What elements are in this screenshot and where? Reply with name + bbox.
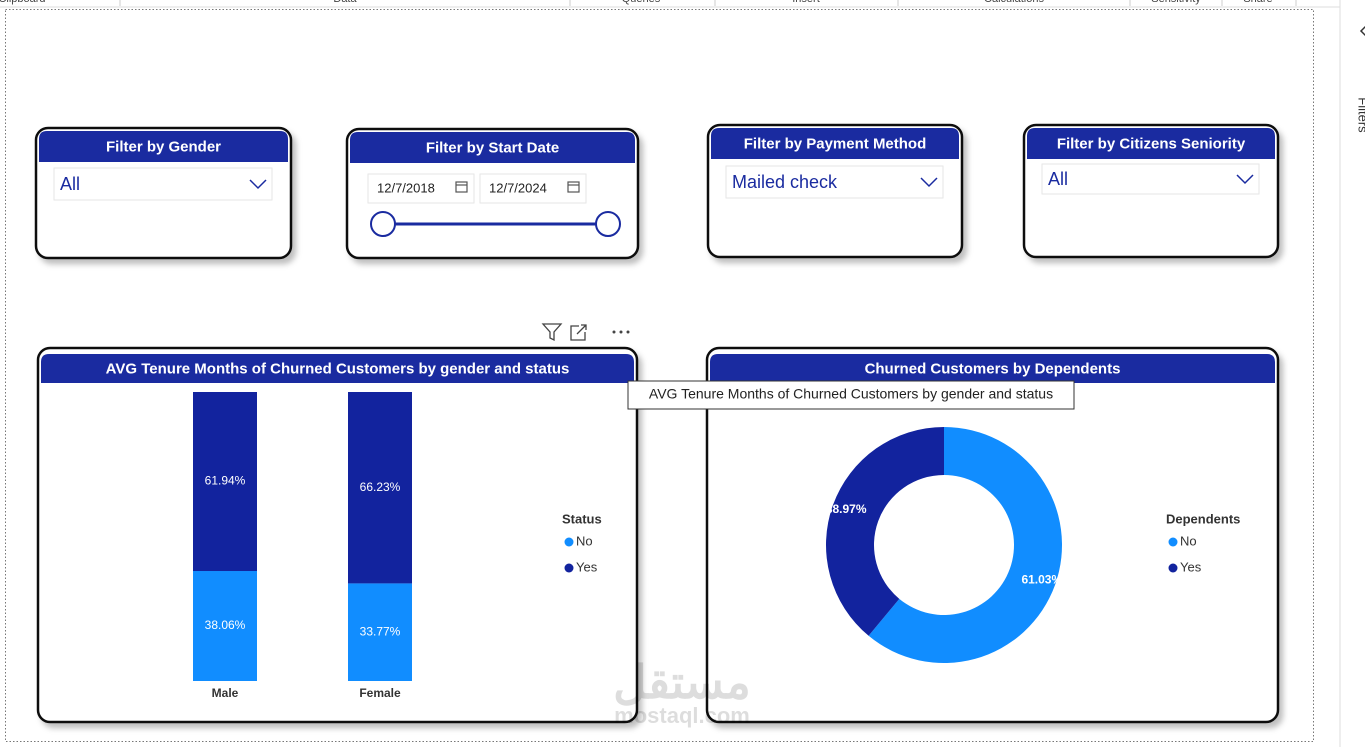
calendar-icon bbox=[455, 181, 468, 193]
x-tick-label: Male bbox=[212, 686, 239, 700]
data-label: 33.77% bbox=[360, 624, 401, 638]
canvas-border bbox=[5, 9, 1314, 742]
card-header bbox=[710, 354, 1275, 383]
focus-icon[interactable] bbox=[570, 324, 587, 341]
pane-label[interactable]: Filters bbox=[1356, 97, 1365, 133]
dropdown-chevron bbox=[249, 179, 267, 190]
ribbon-group-label: Insert bbox=[792, 0, 820, 5]
legend-swatch bbox=[564, 537, 574, 547]
bar-segment[interactable] bbox=[348, 583, 412, 681]
watermark: مستقل mostaql.com bbox=[613, 656, 751, 728]
data-label: 66.23% bbox=[360, 480, 401, 494]
card-title: Filter by Payment Method bbox=[744, 135, 927, 152]
dropdown-value: Mailed check bbox=[732, 172, 838, 192]
tooltip-text: AVG Tenure Months of Churned Customers b… bbox=[649, 386, 1053, 402]
card-title: AVG Tenure Months of Churned Customers b… bbox=[106, 360, 570, 377]
dropdown-chevron bbox=[920, 177, 938, 188]
ribbon-group-label: Calculations bbox=[984, 0, 1044, 5]
more-icon[interactable] bbox=[626, 330, 630, 334]
filter-icon[interactable] bbox=[541, 323, 563, 342]
legend-label[interactable]: No bbox=[576, 533, 593, 548]
data-label: 38.97% bbox=[826, 502, 867, 516]
card-title: Filter by Gender bbox=[106, 138, 221, 155]
pane-collapse[interactable] bbox=[1359, 25, 1365, 37]
legend-swatch bbox=[564, 563, 574, 573]
watermark-latin: mostaql.com bbox=[614, 703, 750, 728]
visual-header-icons bbox=[541, 323, 630, 342]
card bbox=[36, 346, 639, 724]
card-header bbox=[39, 131, 288, 162]
tooltip-layer: AVG Tenure Months of Churned Customers b… bbox=[627, 380, 1075, 410]
card-title: Churned Customers by Dependents bbox=[865, 360, 1121, 377]
calendar-icon bbox=[567, 181, 580, 193]
card bbox=[705, 346, 1280, 724]
dropdown-value: All bbox=[1048, 169, 1068, 189]
ribbon-group-label: Sensitivity bbox=[1151, 0, 1201, 5]
data-label: 61.03% bbox=[1021, 572, 1062, 586]
date-value: 12/7/2024 bbox=[489, 180, 547, 195]
legend-label[interactable]: No bbox=[1180, 533, 1197, 548]
card-header bbox=[711, 128, 959, 159]
legend-label[interactable]: Yes bbox=[1180, 559, 1202, 574]
slider-handle[interactable] bbox=[370, 211, 396, 237]
x-tick-label: Female bbox=[359, 686, 401, 700]
legend-title: Status bbox=[562, 511, 602, 526]
card-header bbox=[41, 354, 634, 383]
dropdown[interactable] bbox=[53, 167, 273, 201]
legend-swatch bbox=[1168, 563, 1178, 573]
date-value: 12/7/2018 bbox=[377, 180, 435, 195]
bar-segment[interactable] bbox=[348, 392, 412, 584]
more-icon[interactable] bbox=[612, 330, 616, 334]
dropdown[interactable] bbox=[725, 165, 944, 199]
dropdown[interactable] bbox=[1041, 163, 1260, 195]
more-icon[interactable] bbox=[619, 330, 623, 334]
card-header bbox=[1027, 128, 1275, 159]
data-label: 61.94% bbox=[205, 474, 246, 488]
dropdown-value: All bbox=[60, 174, 80, 194]
legend-title: Dependents bbox=[1166, 511, 1240, 526]
donut-slice[interactable] bbox=[868, 427, 1062, 663]
legend-swatch bbox=[1168, 537, 1178, 547]
bar-segment[interactable] bbox=[193, 571, 257, 681]
donut-slice[interactable] bbox=[826, 427, 944, 636]
legend-label[interactable]: Yes bbox=[576, 559, 598, 574]
ribbon-group-label: Queries bbox=[622, 0, 661, 5]
card-title: Filter by Start Date bbox=[426, 139, 559, 156]
watermark-arabic: مستقل bbox=[613, 656, 751, 708]
slider-handle[interactable] bbox=[595, 211, 621, 237]
ribbon-group-label: Share bbox=[1243, 0, 1272, 5]
data-label: 38.06% bbox=[205, 618, 246, 632]
ribbon-group-label: Data bbox=[333, 0, 357, 5]
tooltip bbox=[627, 380, 1075, 410]
content: Clipboard Data Queries Insert Calculations Se… bbox=[0, 0, 1297, 724]
card-title: Filter by Citizens Seniority bbox=[1057, 135, 1246, 152]
ribbon-group-label: Clipboard bbox=[0, 0, 46, 5]
bar-segment[interactable] bbox=[193, 392, 257, 572]
dropdown-chevron bbox=[1236, 174, 1254, 185]
card-header bbox=[350, 132, 635, 163]
ribbon bbox=[0, 0, 1340, 7]
